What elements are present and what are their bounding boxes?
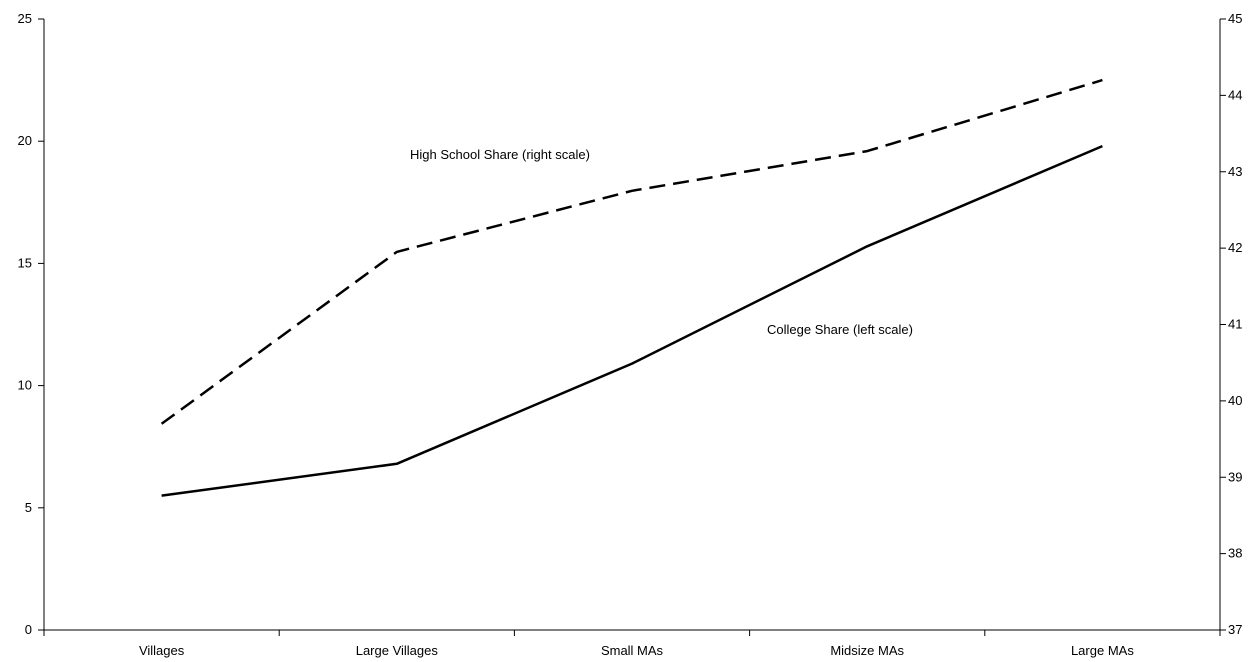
left-tick-label: 5 — [25, 500, 32, 515]
right-tick-label: 39 — [1228, 469, 1242, 484]
right-tick-label: 42 — [1228, 240, 1242, 255]
left-tick-label: 0 — [25, 622, 32, 637]
right-tick-label: 41 — [1228, 317, 1242, 332]
x-category-label: Midsize MAs — [830, 643, 904, 658]
left-tick-label: 25 — [18, 11, 32, 26]
x-category-label: Large MAs — [1071, 643, 1134, 658]
left-tick-label: 20 — [18, 133, 32, 148]
right-tick-label: 45 — [1228, 11, 1242, 26]
left-axis-ticks: 0 5 10 15 20 25 — [18, 11, 44, 637]
high-school-share-annotation: High School Share (right scale) — [410, 147, 590, 162]
right-tick-label: 40 — [1228, 393, 1242, 408]
left-tick-label: 10 — [18, 378, 32, 393]
right-tick-label: 44 — [1228, 87, 1242, 102]
x-category-label: Large Villages — [356, 643, 439, 658]
chart-axes — [43, 19, 1221, 631]
high-school-share-line — [160, 78, 1103, 425]
chart-series — [160, 78, 1103, 497]
right-tick-label: 43 — [1228, 164, 1242, 179]
right-tick-label: 37 — [1228, 622, 1242, 637]
x-category-label: Small MAs — [601, 643, 664, 658]
x-category-label: Villages — [139, 643, 185, 658]
college-share-annotation: College Share (left scale) — [767, 322, 913, 337]
right-tick-label: 38 — [1228, 546, 1242, 561]
left-tick-label: 15 — [18, 255, 32, 270]
x-axis-ticks: Villages Large Villages Small MAs Midsize M… — [43, 630, 1221, 658]
right-axis-ticks: 37 38 39 40 41 42 43 44 45 — [1220, 11, 1242, 637]
college-share-line — [161, 144, 1103, 497]
